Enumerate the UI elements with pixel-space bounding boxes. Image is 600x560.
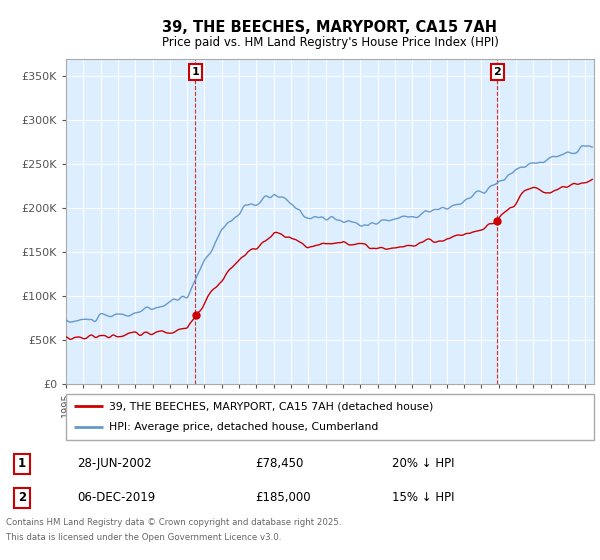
Text: 20% ↓ HPI: 20% ↓ HPI [392, 458, 455, 470]
FancyBboxPatch shape [66, 394, 594, 440]
Text: 06-DEC-2019: 06-DEC-2019 [77, 492, 155, 505]
Text: Price paid vs. HM Land Registry's House Price Index (HPI): Price paid vs. HM Land Registry's House … [161, 36, 499, 49]
Text: 28-JUN-2002: 28-JUN-2002 [77, 458, 152, 470]
Text: £78,450: £78,450 [256, 458, 304, 470]
Text: 39, THE BEECHES, MARYPORT, CA15 7AH: 39, THE BEECHES, MARYPORT, CA15 7AH [163, 20, 497, 35]
Text: Contains HM Land Registry data © Crown copyright and database right 2025.: Contains HM Land Registry data © Crown c… [6, 518, 341, 527]
Text: HPI: Average price, detached house, Cumberland: HPI: Average price, detached house, Cumb… [109, 422, 379, 432]
Text: 2: 2 [494, 67, 501, 77]
Text: 15% ↓ HPI: 15% ↓ HPI [392, 492, 455, 505]
Text: 2: 2 [18, 492, 26, 505]
Text: 1: 1 [191, 67, 199, 77]
Text: £185,000: £185,000 [256, 492, 311, 505]
Text: 39, THE BEECHES, MARYPORT, CA15 7AH (detached house): 39, THE BEECHES, MARYPORT, CA15 7AH (det… [109, 401, 434, 411]
Text: 1: 1 [18, 458, 26, 470]
Text: This data is licensed under the Open Government Licence v3.0.: This data is licensed under the Open Gov… [6, 533, 281, 542]
